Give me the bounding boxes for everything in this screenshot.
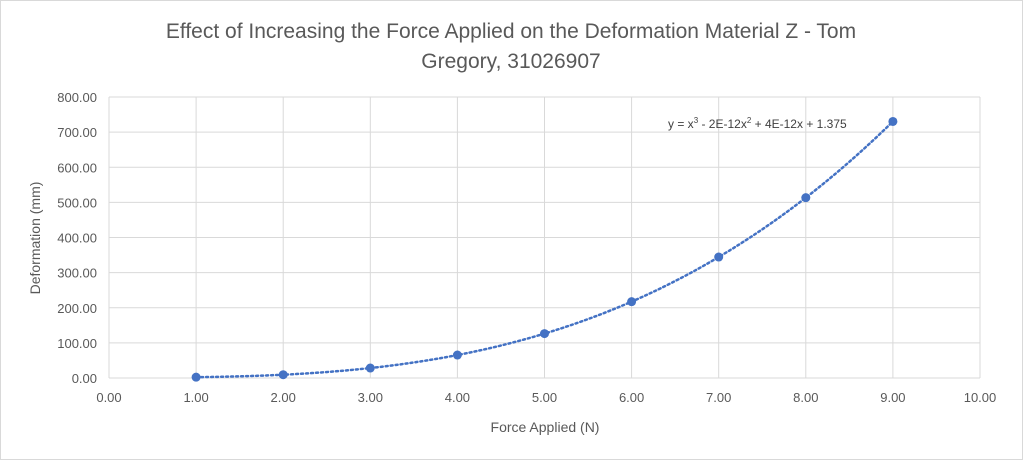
data-point (801, 193, 811, 203)
data-point (627, 297, 637, 307)
y-tick-label: 100.00 (57, 336, 97, 351)
y-tick-label: 200.00 (57, 301, 97, 316)
y-tick-label: 600.00 (57, 160, 97, 175)
y-tick-labels: 0.00 100.00 200.00 300.00 400.00 500.00 600.00… (57, 90, 97, 386)
x-tick-label: 4.00 (445, 390, 470, 405)
y-tick-label: 800.00 (57, 90, 97, 105)
equation-exponent-3: 3 (694, 116, 699, 125)
gridlines (108, 96, 981, 379)
data-point (888, 116, 898, 126)
x-tick-label: 2.00 (271, 390, 296, 405)
x-axis-label: Force Applied (N) (491, 419, 600, 435)
x-tick-labels: 0.00 1.00 2.00 3.00 4.00 5.00 6.00 7.00 8.00 9.00… (96, 390, 996, 405)
y-axis-label: Deformation (mm) (27, 182, 43, 295)
y-tick-label: 400.00 (57, 231, 97, 246)
data-point (452, 350, 462, 360)
y-tick-label: 500.00 (57, 195, 97, 210)
x-tick-label: 3.00 (358, 390, 383, 405)
x-tick-label: 5.00 (532, 390, 557, 405)
x-tick-label: 10.00 (964, 390, 997, 405)
y-tick-label: 0.00 (72, 371, 97, 386)
x-tick-label: 0.00 (96, 390, 121, 405)
y-tick-label: 300.00 (57, 266, 97, 281)
equation-middle: - 2E-12x (698, 117, 747, 131)
data-point (365, 363, 375, 373)
y-tick-label: 700.00 (57, 125, 97, 140)
x-tick-label: 8.00 (793, 390, 818, 405)
x-tick-label: 6.00 (619, 390, 644, 405)
data-point (191, 372, 201, 382)
equation-suffix: + 4E-12x + 1.375 (751, 117, 847, 131)
trendline-equation: y = x3 - 2E-12x2 + 4E-12x + 1.375 (668, 116, 847, 131)
chart-title-line-1: Effect of Increasing the Force Applied o… (166, 20, 856, 43)
equation-exponent-2: 2 (747, 116, 752, 125)
equation-prefix: y = x (668, 117, 694, 131)
x-tick-label: 9.00 (880, 390, 905, 405)
data-point (278, 370, 288, 380)
data-point (540, 329, 549, 339)
x-tick-label: 1.00 (183, 390, 208, 405)
x-tick-label: 7.00 (706, 390, 731, 405)
chart-title-line-2: Gregory, 31026907 (421, 50, 600, 73)
data-point (714, 252, 724, 262)
data-points (191, 116, 898, 382)
